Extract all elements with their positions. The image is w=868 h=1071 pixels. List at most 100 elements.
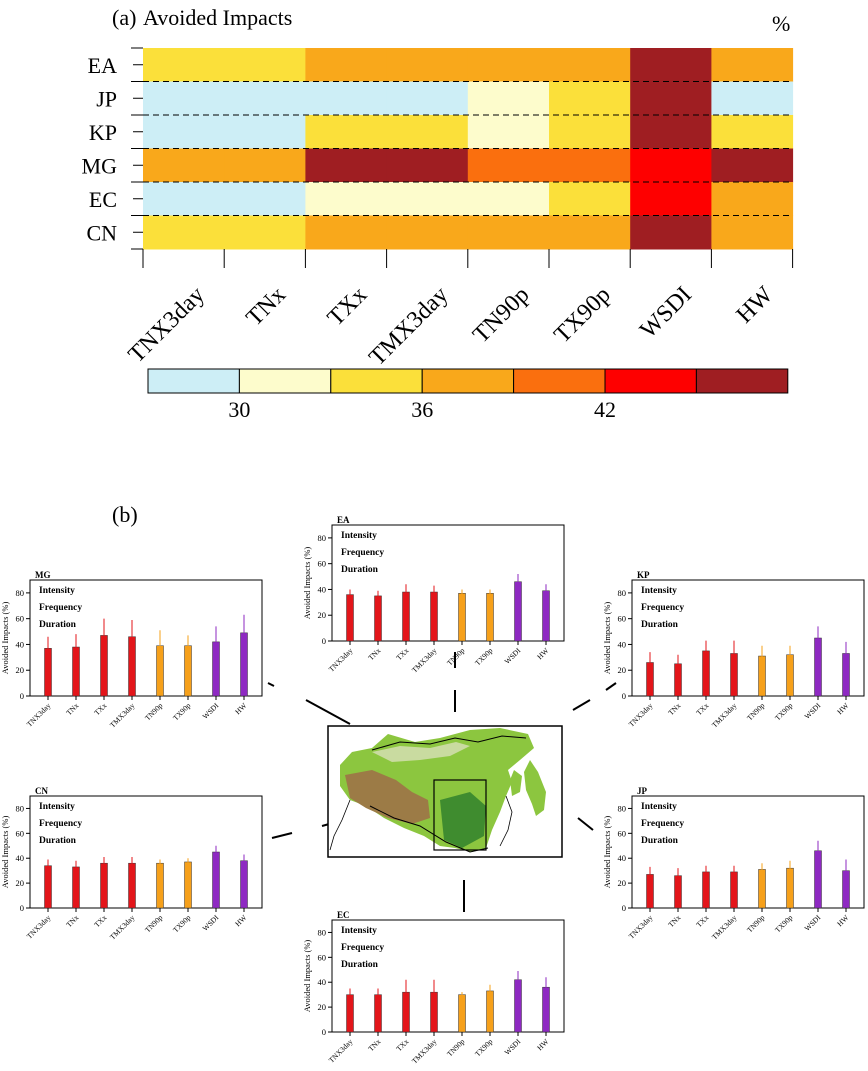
heatmap-cell-cn-tnx3day bbox=[143, 215, 225, 250]
y-tick-label: 40 bbox=[16, 639, 25, 649]
x-tick-label: HW bbox=[535, 1036, 551, 1052]
x-tick-label: TXx bbox=[394, 1037, 410, 1053]
connector-cn-1 bbox=[271, 832, 293, 839]
x-tick-label: TMX3day bbox=[410, 646, 439, 675]
y-tick-label: 80 bbox=[618, 803, 627, 813]
connector-mg-1 bbox=[267, 682, 275, 687]
bar-panel-jp: JP 0 20 40 60 80 Avoided Impacts (%) TNX3day TNx… bbox=[602, 786, 865, 942]
legend-duration: Duration bbox=[641, 620, 679, 630]
bar-panel-region-label: JP bbox=[637, 786, 648, 796]
legend-frequency: Frequency bbox=[341, 943, 384, 953]
bar-tn90p bbox=[458, 593, 466, 642]
heatmap-cell-ea-tnx3day bbox=[143, 48, 225, 82]
heatmap-column-label-tnx3day: TNX3day bbox=[124, 282, 210, 368]
x-tick-label: TNx bbox=[666, 701, 682, 717]
heatmap-cell-cn-wsdi bbox=[630, 215, 712, 250]
legend-duration: Duration bbox=[341, 565, 379, 575]
x-tick-label: WSDI bbox=[502, 1037, 522, 1057]
map-border-west bbox=[329, 799, 351, 851]
colorbar-tick-label: 42 bbox=[594, 397, 616, 422]
panel-a-title: Avoided Impacts bbox=[143, 5, 292, 30]
legend-duration: Duration bbox=[641, 836, 679, 846]
heatmap-cell-ec-hw bbox=[711, 182, 794, 216]
bar-panel-frame bbox=[631, 795, 865, 909]
legend-frequency: Frequency bbox=[641, 819, 684, 829]
heatmap-column-label-hw: HW bbox=[732, 282, 779, 329]
x-tick-label: TXx bbox=[694, 913, 710, 929]
x-tick-label: TX90p bbox=[473, 1037, 495, 1059]
x-tick-label: WSDI bbox=[802, 701, 822, 721]
panel-a-label: (a) bbox=[112, 5, 136, 30]
heatmap-column-label-txx: TXx bbox=[323, 282, 372, 331]
map-lowland bbox=[440, 792, 486, 848]
legend-frequency: Frequency bbox=[39, 603, 82, 613]
legend-duration: Duration bbox=[39, 836, 77, 846]
heatmap-cell-jp-txx bbox=[305, 81, 388, 116]
heatmap-cell-cn-tn90p bbox=[467, 215, 550, 250]
heatmap-cell-ec-tnx bbox=[224, 182, 306, 216]
y-tick-label: 60 bbox=[16, 828, 25, 838]
x-tick-label: TNX3day bbox=[25, 913, 53, 941]
panel-a-unit: % bbox=[772, 11, 790, 36]
legend-intensity: Intensity bbox=[341, 531, 377, 541]
panel-b-label: (b) bbox=[112, 502, 138, 527]
heatmap-cell-cn-hw bbox=[711, 215, 794, 250]
x-tick-label: TMX3day bbox=[710, 701, 739, 730]
heatmap-cell-ea-tnx bbox=[224, 48, 306, 82]
x-tick-label: TX90p bbox=[773, 913, 795, 935]
heatmap-cell-ea-tx90p bbox=[549, 48, 631, 82]
heatmap-cell-ec-tx90p bbox=[549, 182, 631, 216]
y-tick-label: 40 bbox=[618, 639, 627, 649]
map-japan bbox=[524, 760, 546, 816]
y-tick-label: 0 bbox=[622, 903, 626, 913]
x-tick-label: TN90p bbox=[143, 701, 165, 723]
x-tick-label: TMX3day bbox=[410, 1037, 439, 1066]
legend-duration: Duration bbox=[341, 960, 379, 970]
heatmap-row-label-ec: EC bbox=[89, 187, 117, 212]
bar-panel-ec: EC 0 20 40 60 80 Avoided Impacts (%) TNX3day TNx… bbox=[302, 910, 565, 1066]
bar-panel-frame bbox=[331, 524, 565, 642]
bar-panel-region-label: EA bbox=[337, 515, 350, 525]
bar-panel-frame bbox=[631, 579, 865, 697]
y-axis-label: Avoided Impacts (%) bbox=[0, 816, 10, 889]
x-tick-label: TXx bbox=[694, 701, 710, 717]
heatmap-cell-cn-tnx bbox=[224, 215, 306, 250]
colorbar-segment bbox=[604, 368, 697, 394]
y-tick-label: 80 bbox=[318, 533, 327, 543]
bar-panel-frame bbox=[29, 795, 263, 909]
bar-wsdi bbox=[514, 581, 522, 642]
heatmap-column-label-tnx: TNx bbox=[242, 282, 291, 331]
x-tick-label: HW bbox=[535, 645, 551, 661]
heatmap-column-label-tn90p: TN90p bbox=[468, 282, 534, 348]
legend-frequency: Frequency bbox=[39, 819, 82, 829]
heatmap-cell-ea-txx bbox=[305, 48, 388, 82]
x-tick-label: TNx bbox=[366, 1037, 382, 1053]
x-tick-label: TX90p bbox=[171, 701, 193, 723]
x-tick-label: TNx bbox=[64, 913, 80, 929]
y-tick-label: 60 bbox=[618, 614, 627, 624]
x-tick-label: TNx bbox=[64, 701, 80, 717]
heatmap-cell-kp-tn90p bbox=[467, 115, 550, 149]
bar-panel-region-label: CN bbox=[35, 786, 48, 796]
x-tick-label: HW bbox=[835, 700, 851, 716]
legend-intensity: Intensity bbox=[341, 926, 377, 936]
legend-intensity: Intensity bbox=[641, 802, 677, 812]
heatmap-cell-kp-tmx3day bbox=[386, 115, 469, 149]
bar-panel-kp: KP 0 20 40 60 80 Avoided Impacts (%) TNX3day TNx… bbox=[602, 570, 865, 730]
heatmap-row-label-cn: CN bbox=[86, 220, 117, 245]
x-tick-label: TX90p bbox=[473, 646, 495, 668]
heatmap-cell-mg-tmx3day bbox=[386, 148, 469, 183]
heatmap-cell-mg-tx90p bbox=[549, 148, 631, 183]
x-tick-label: TX90p bbox=[171, 913, 193, 935]
legend-frequency: Frequency bbox=[641, 603, 684, 613]
x-tick-label: TN90p bbox=[445, 1037, 467, 1059]
legend-frequency: Frequency bbox=[341, 548, 384, 558]
x-tick-label: TNX3day bbox=[627, 913, 655, 941]
bar-panels: EA 0 20 40 60 80 Avoided Impacts (%) TNX3day TNx… bbox=[0, 515, 865, 1066]
heatmap-row-label-jp: JP bbox=[96, 86, 117, 111]
x-tick-label: TN90p bbox=[745, 913, 767, 935]
heatmap-cell-mg-wsdi bbox=[630, 148, 712, 183]
y-axis-label: Avoided Impacts (%) bbox=[602, 816, 612, 889]
map-desert bbox=[372, 742, 470, 762]
y-tick-label: 0 bbox=[322, 1027, 326, 1037]
